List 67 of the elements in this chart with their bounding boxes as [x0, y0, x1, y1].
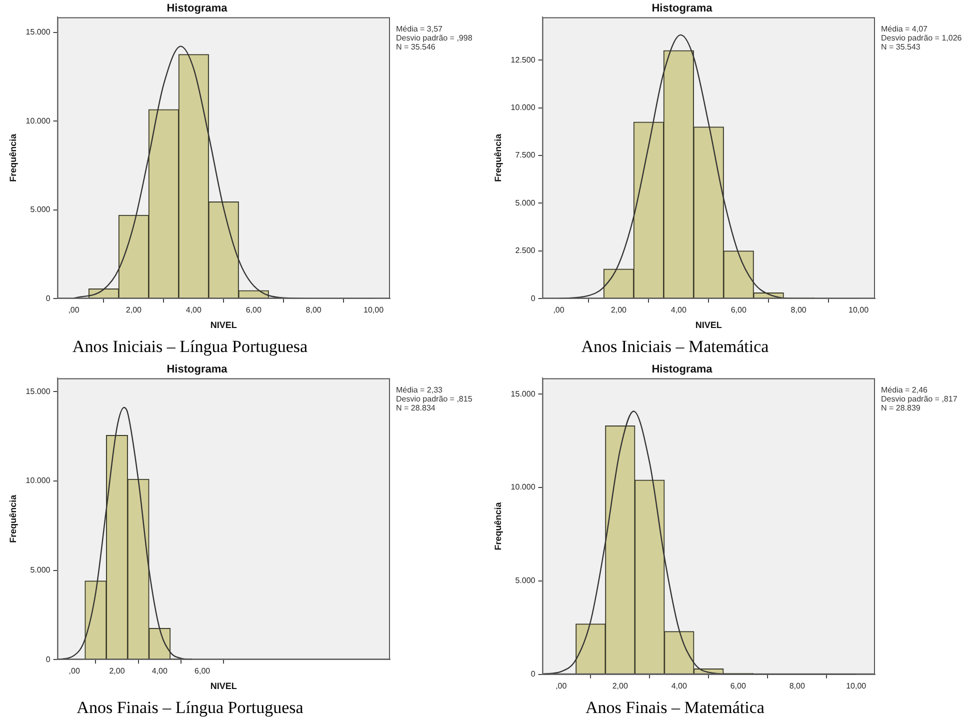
y-tick-label: 7.500 — [515, 150, 536, 160]
y-tick-label: 10.000 — [26, 476, 51, 486]
y-tick-label: 15.000 — [510, 389, 536, 398]
y-tick-label: 0 — [46, 294, 51, 303]
text: N = 35.546 — [396, 42, 436, 52]
text: Desvio padrão = ,998 — [396, 33, 473, 42]
y-tick-label: 0 — [46, 654, 51, 664]
y-tick-label: 15.000 — [26, 386, 51, 396]
y-tick-label: 0 — [530, 670, 536, 679]
x-tick-label: 4,00 — [186, 306, 202, 315]
x-tick-label: 4,00 — [152, 666, 168, 676]
text: Anos Iniciais – Matemática — [580, 336, 770, 358]
text: N = 28.839 — [881, 403, 921, 412]
text: Desvio padrão = ,817 — [881, 394, 958, 404]
text: N = 35.543 — [881, 42, 921, 52]
y-tick-label: 12.500 — [510, 55, 536, 64]
x-tick-label: 8,00 — [789, 681, 806, 690]
y-tick-label: 15.000 — [26, 27, 51, 36]
x-axis-title: NIVEL — [695, 320, 722, 330]
x-axis-title: NIVEL — [210, 681, 238, 692]
text: Desvio padrão = 1,026 — [881, 33, 962, 42]
y-tick-label: 10.000 — [26, 116, 51, 126]
x-tick-label: 2,00 — [126, 306, 142, 315]
x-tick-label: 2,00 — [610, 306, 628, 315]
y-axis-title: Frequência — [8, 494, 18, 543]
x-tick-label: 6,00 — [194, 666, 211, 676]
x-tick-label: 6,00 — [246, 306, 262, 315]
y-tick-label: 5.000 — [30, 565, 51, 574]
y-axis-title: Frequência — [8, 132, 18, 182]
x-tick-label: 2,00 — [612, 681, 628, 690]
y-tick-label: 5.000 — [515, 198, 536, 208]
x-axis-title: NIVEL — [210, 320, 238, 330]
chart-title: Histograma — [652, 364, 714, 376]
text: N = 28.834 — [396, 403, 436, 412]
y-tick-label: 10.000 — [510, 103, 536, 112]
x-tick-label: 8,00 — [790, 306, 807, 315]
x-tick-label: 10,00 — [846, 681, 867, 690]
text: Média = 3,57 — [396, 24, 444, 34]
text: Desvio padrão = ,815 — [396, 394, 473, 404]
y-tick-label: 5.000 — [515, 576, 536, 586]
x-tick-label: 6,00 — [730, 306, 747, 315]
x-tick-label: 4,00 — [671, 681, 688, 690]
x-tick-label: ,00 — [68, 666, 80, 676]
y-axis-title: Frequência — [492, 501, 503, 550]
y-tick-label: 10.000 — [510, 482, 536, 492]
x-tick-label: ,00 — [553, 306, 565, 315]
y-tick-label: 0 — [530, 294, 536, 303]
chart-title: Histograma — [652, 2, 714, 15]
y-axis-title: Frequência — [492, 132, 503, 182]
x-tick-label: ,00 — [556, 681, 568, 690]
text: Anos Iniciais – Língua Portuguesa — [71, 336, 309, 358]
x-tick-label: ,00 — [68, 306, 80, 315]
x-tick-label: 10,00 — [848, 306, 870, 315]
text: Anos Finais – Língua Portuguesa — [76, 697, 304, 719]
y-tick-label: 5.000 — [30, 205, 51, 214]
chart-title: Histograma — [166, 2, 228, 15]
x-tick-label: 10,00 — [364, 306, 384, 315]
y-tick-label: 2.500 — [515, 246, 536, 256]
chart-title: Histograma — [166, 364, 228, 376]
x-tick-label: 8,00 — [306, 306, 322, 315]
x-tick-label: 2,00 — [109, 666, 126, 676]
text: Média = 2,46 — [881, 385, 928, 394]
x-tick-label: 4,00 — [670, 306, 687, 315]
text: Média = 4,07 — [881, 24, 928, 34]
text: Média = 2,33 — [396, 385, 444, 394]
x-tick-label: 6,00 — [730, 681, 746, 690]
text: Anos Finais – Matemática — [584, 697, 766, 719]
